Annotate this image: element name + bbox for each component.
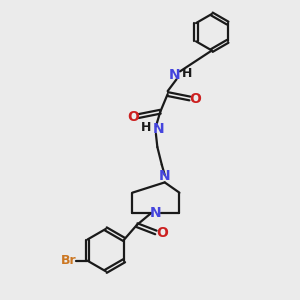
- Text: N: N: [169, 68, 181, 82]
- Text: H: H: [141, 122, 152, 134]
- Text: O: O: [127, 110, 139, 124]
- Text: N: N: [153, 122, 165, 136]
- Text: O: O: [189, 92, 201, 106]
- Text: O: O: [156, 226, 168, 240]
- Text: H: H: [182, 67, 192, 80]
- Text: N: N: [159, 169, 170, 184]
- Text: N: N: [150, 206, 162, 220]
- Text: Br: Br: [61, 254, 76, 267]
